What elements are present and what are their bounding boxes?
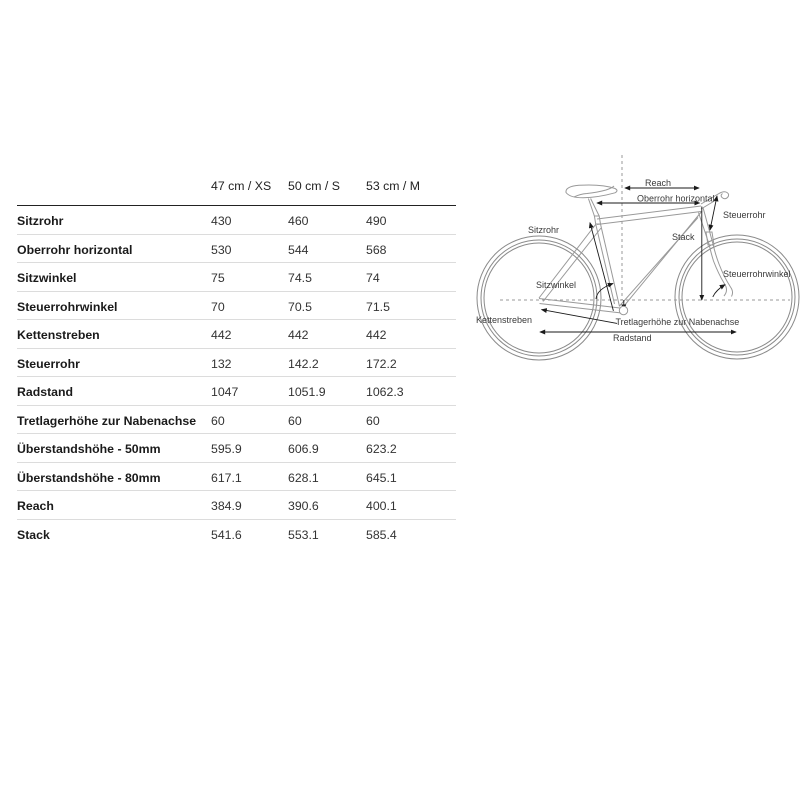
svg-text:Kettenstreben: Kettenstreben [476,315,532,325]
svg-text:Stack: Stack [672,232,695,242]
svg-text:Tretlagerhöhe zur Nabenachse: Tretlagerhöhe zur Nabenachse [616,317,740,327]
svg-text:Oberrohr horizontal: Oberrohr horizontal [637,194,715,204]
svg-text:Sitzwinkel: Sitzwinkel [536,280,576,290]
svg-text:Reach: Reach [645,178,671,188]
svg-text:Steuerrohrwinkel: Steuerrohrwinkel [723,269,791,279]
svg-text:Radstand: Radstand [613,333,652,343]
svg-text:Sitzrohr: Sitzrohr [528,225,559,235]
svg-text:Steuerrohr: Steuerrohr [723,210,766,220]
